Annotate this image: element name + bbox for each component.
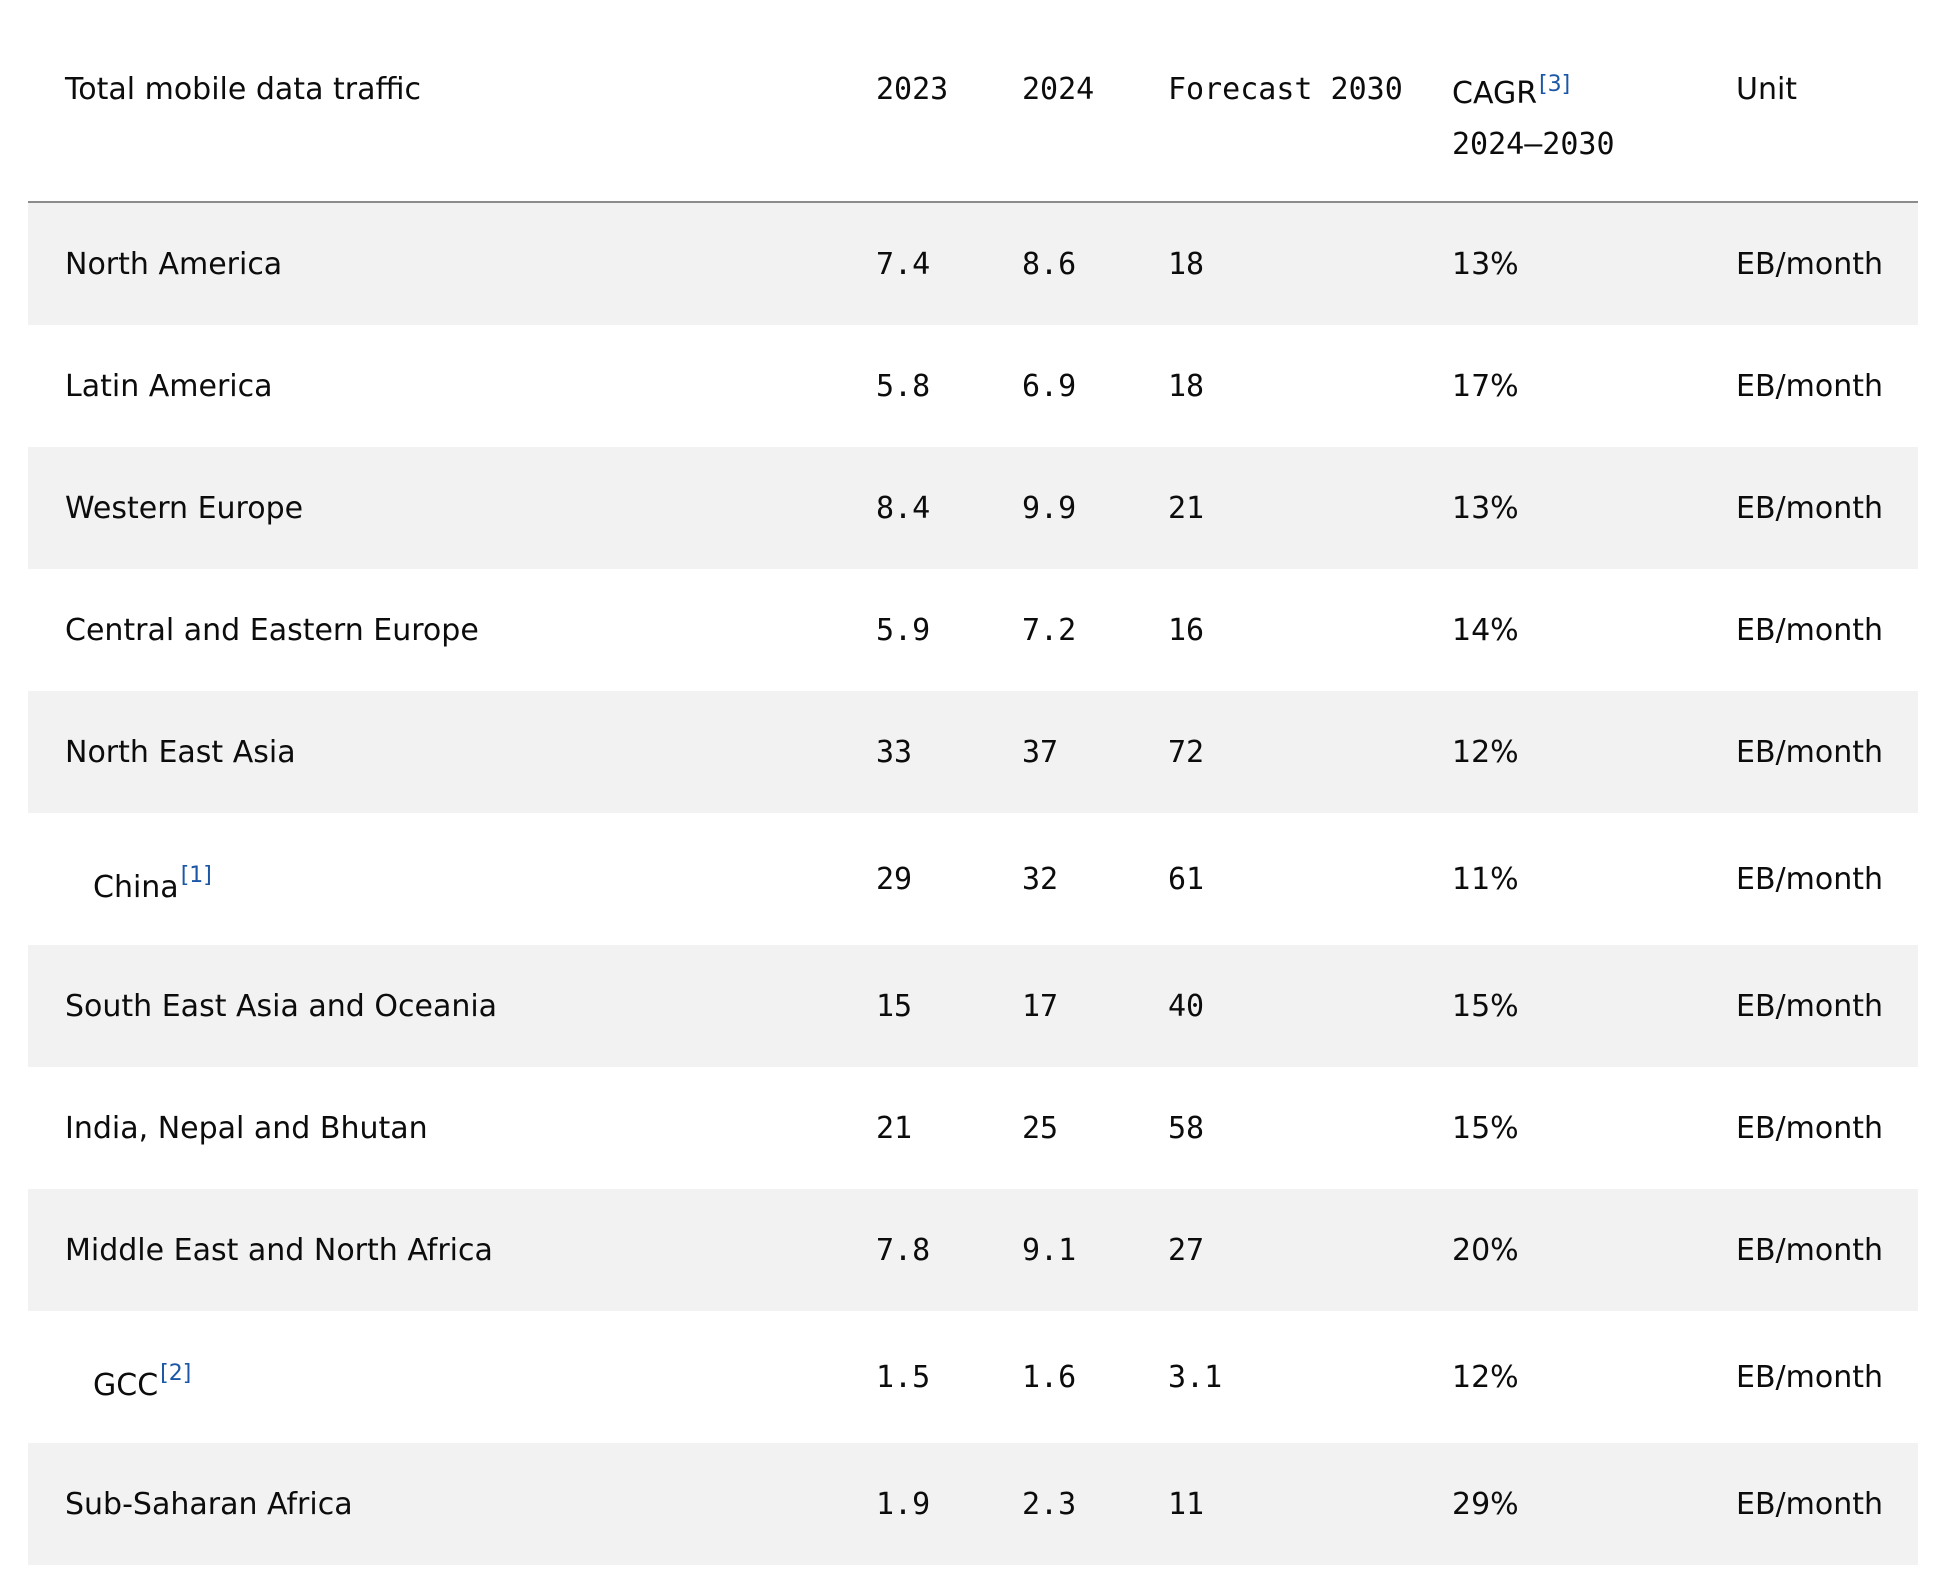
header-2024: 2024 xyxy=(1022,72,1095,107)
forecast-2030-cell: 27 xyxy=(1168,1232,1205,1268)
region-cell: South East Asia and Oceania xyxy=(65,988,498,1024)
header-2023: 2023 xyxy=(876,72,949,107)
cagr-cell: 11% xyxy=(1452,861,1519,897)
unit-cell: EB/month xyxy=(1736,1486,1884,1522)
forecast-2030-cell: 11 xyxy=(1168,1486,1205,1522)
unit-cell: EB/month xyxy=(1736,1110,1884,1146)
cagr-cell: 13% xyxy=(1452,490,1519,526)
value-2024-cell: 2.3 xyxy=(1022,1486,1077,1522)
table-header: Total mobile data traffic 2023 2024 Fore… xyxy=(28,0,1918,203)
table-row: Middle East and North Africa 7.8 9.1 27 … xyxy=(28,1189,1918,1311)
value-2023-cell: 5.8 xyxy=(876,368,931,404)
cagr-cell: 20% xyxy=(1452,1232,1519,1268)
value-2023-cell: 7.4 xyxy=(876,246,931,282)
unit-cell: EB/month xyxy=(1736,734,1884,770)
region-cell: Sub-Saharan Africa xyxy=(65,1486,353,1522)
table-row: Latin America 5.8 6.9 18 17% EB/month xyxy=(28,325,1918,447)
value-2024-cell: 32 xyxy=(1022,861,1059,897)
cagr-cell: 12% xyxy=(1452,734,1519,770)
header-cagr-label: CAGR xyxy=(1452,76,1538,111)
mobile-traffic-table: Total mobile data traffic 2023 2024 Fore… xyxy=(28,0,1918,1565)
value-2024-cell: 9.9 xyxy=(1022,490,1077,526)
unit-cell: EB/month xyxy=(1736,988,1884,1024)
table-row: North America 7.4 8.6 18 13% EB/month xyxy=(28,203,1918,325)
region-cell: Western Europe xyxy=(65,490,304,526)
unit-cell: EB/month xyxy=(1736,368,1884,404)
table-row: Western Europe 8.4 9.9 21 13% EB/month xyxy=(28,447,1918,569)
value-2023-cell: 15 xyxy=(876,988,913,1024)
value-2023-cell: 21 xyxy=(876,1110,913,1146)
region-label: China xyxy=(93,869,179,905)
value-2023-cell: 8.4 xyxy=(876,490,931,526)
value-2024-cell: 9.1 xyxy=(1022,1232,1077,1268)
region-cell: Central and Eastern Europe xyxy=(65,612,479,648)
cagr-cell: 15% xyxy=(1452,1110,1519,1146)
value-2024-cell: 37 xyxy=(1022,734,1059,770)
forecast-2030-cell: 3.1 xyxy=(1168,1359,1223,1395)
table-row: North East Asia 33 37 72 12% EB/month xyxy=(28,691,1918,813)
table-row: Central and Eastern Europe 5.9 7.2 16 14… xyxy=(28,569,1918,691)
value-2024-cell: 7.2 xyxy=(1022,612,1077,648)
unit-cell: EB/month xyxy=(1736,1359,1884,1395)
table-row: China [1] 29 32 61 11% EB/month xyxy=(28,813,1918,945)
unit-cell: EB/month xyxy=(1736,612,1884,648)
region-cell: Middle East and North Africa xyxy=(65,1232,493,1268)
cagr-cell: 13% xyxy=(1452,246,1519,282)
forecast-2030-cell: 72 xyxy=(1168,734,1205,770)
cagr-footnote-link[interactable]: [3] xyxy=(1539,72,1571,97)
region-cell: North America xyxy=(65,246,283,282)
forecast-2030-cell: 18 xyxy=(1168,246,1205,282)
forecast-2030-cell: 58 xyxy=(1168,1110,1205,1146)
cagr-cell: 14% xyxy=(1452,612,1519,648)
value-2024-cell: 17 xyxy=(1022,988,1059,1024)
value-2023-cell: 29 xyxy=(876,861,913,897)
header-region: Total mobile data traffic xyxy=(65,72,421,107)
forecast-2030-cell: 18 xyxy=(1168,368,1205,404)
cagr-cell: 15% xyxy=(1452,988,1519,1024)
region-cell: India, Nepal and Bhutan xyxy=(65,1110,428,1146)
region-cell: China [1] xyxy=(93,813,212,945)
cagr-cell: 17% xyxy=(1452,368,1519,404)
forecast-2030-cell: 40 xyxy=(1168,988,1205,1024)
forecast-2030-cell: 21 xyxy=(1168,490,1205,526)
unit-cell: EB/month xyxy=(1736,861,1884,897)
value-2023-cell: 5.9 xyxy=(876,612,931,648)
region-cell: GCC [2] xyxy=(93,1311,191,1443)
unit-cell: EB/month xyxy=(1736,1232,1884,1268)
cagr-cell: 29% xyxy=(1452,1486,1519,1522)
region-label: GCC xyxy=(93,1367,159,1403)
value-2023-cell: 7.8 xyxy=(876,1232,931,1268)
value-2023-cell: 1.9 xyxy=(876,1486,931,1522)
header-cagr: CAGR[3] 2024–2030 xyxy=(1452,70,1615,169)
header-unit: Unit xyxy=(1736,72,1798,107)
china-footnote-link[interactable]: [1] xyxy=(180,862,212,888)
cagr-cell: 12% xyxy=(1452,1359,1519,1395)
unit-cell: EB/month xyxy=(1736,246,1884,282)
header-forecast-2030: Forecast 2030 xyxy=(1168,72,1403,107)
table-row: Sub-Saharan Africa 1.9 2.3 11 29% EB/mon… xyxy=(28,1443,1918,1565)
unit-cell: EB/month xyxy=(1736,490,1884,526)
value-2024-cell: 6.9 xyxy=(1022,368,1077,404)
header-cagr-period: 2024–2030 xyxy=(1452,127,1615,162)
forecast-2030-cell: 61 xyxy=(1168,861,1205,897)
region-cell: North East Asia xyxy=(65,734,296,770)
table-row: South East Asia and Oceania 15 17 40 15%… xyxy=(28,945,1918,1067)
table-row: GCC [2] 1.5 1.6 3.1 12% EB/month xyxy=(28,1311,1918,1443)
value-2024-cell: 8.6 xyxy=(1022,246,1077,282)
forecast-2030-cell: 16 xyxy=(1168,612,1205,648)
region-cell: Latin America xyxy=(65,368,273,404)
gcc-footnote-link[interactable]: [2] xyxy=(160,1360,192,1386)
table-row: India, Nepal and Bhutan 21 25 58 15% EB/… xyxy=(28,1067,1918,1189)
value-2024-cell: 1.6 xyxy=(1022,1359,1077,1395)
value-2023-cell: 33 xyxy=(876,734,913,770)
value-2023-cell: 1.5 xyxy=(876,1359,931,1395)
value-2024-cell: 25 xyxy=(1022,1110,1059,1146)
